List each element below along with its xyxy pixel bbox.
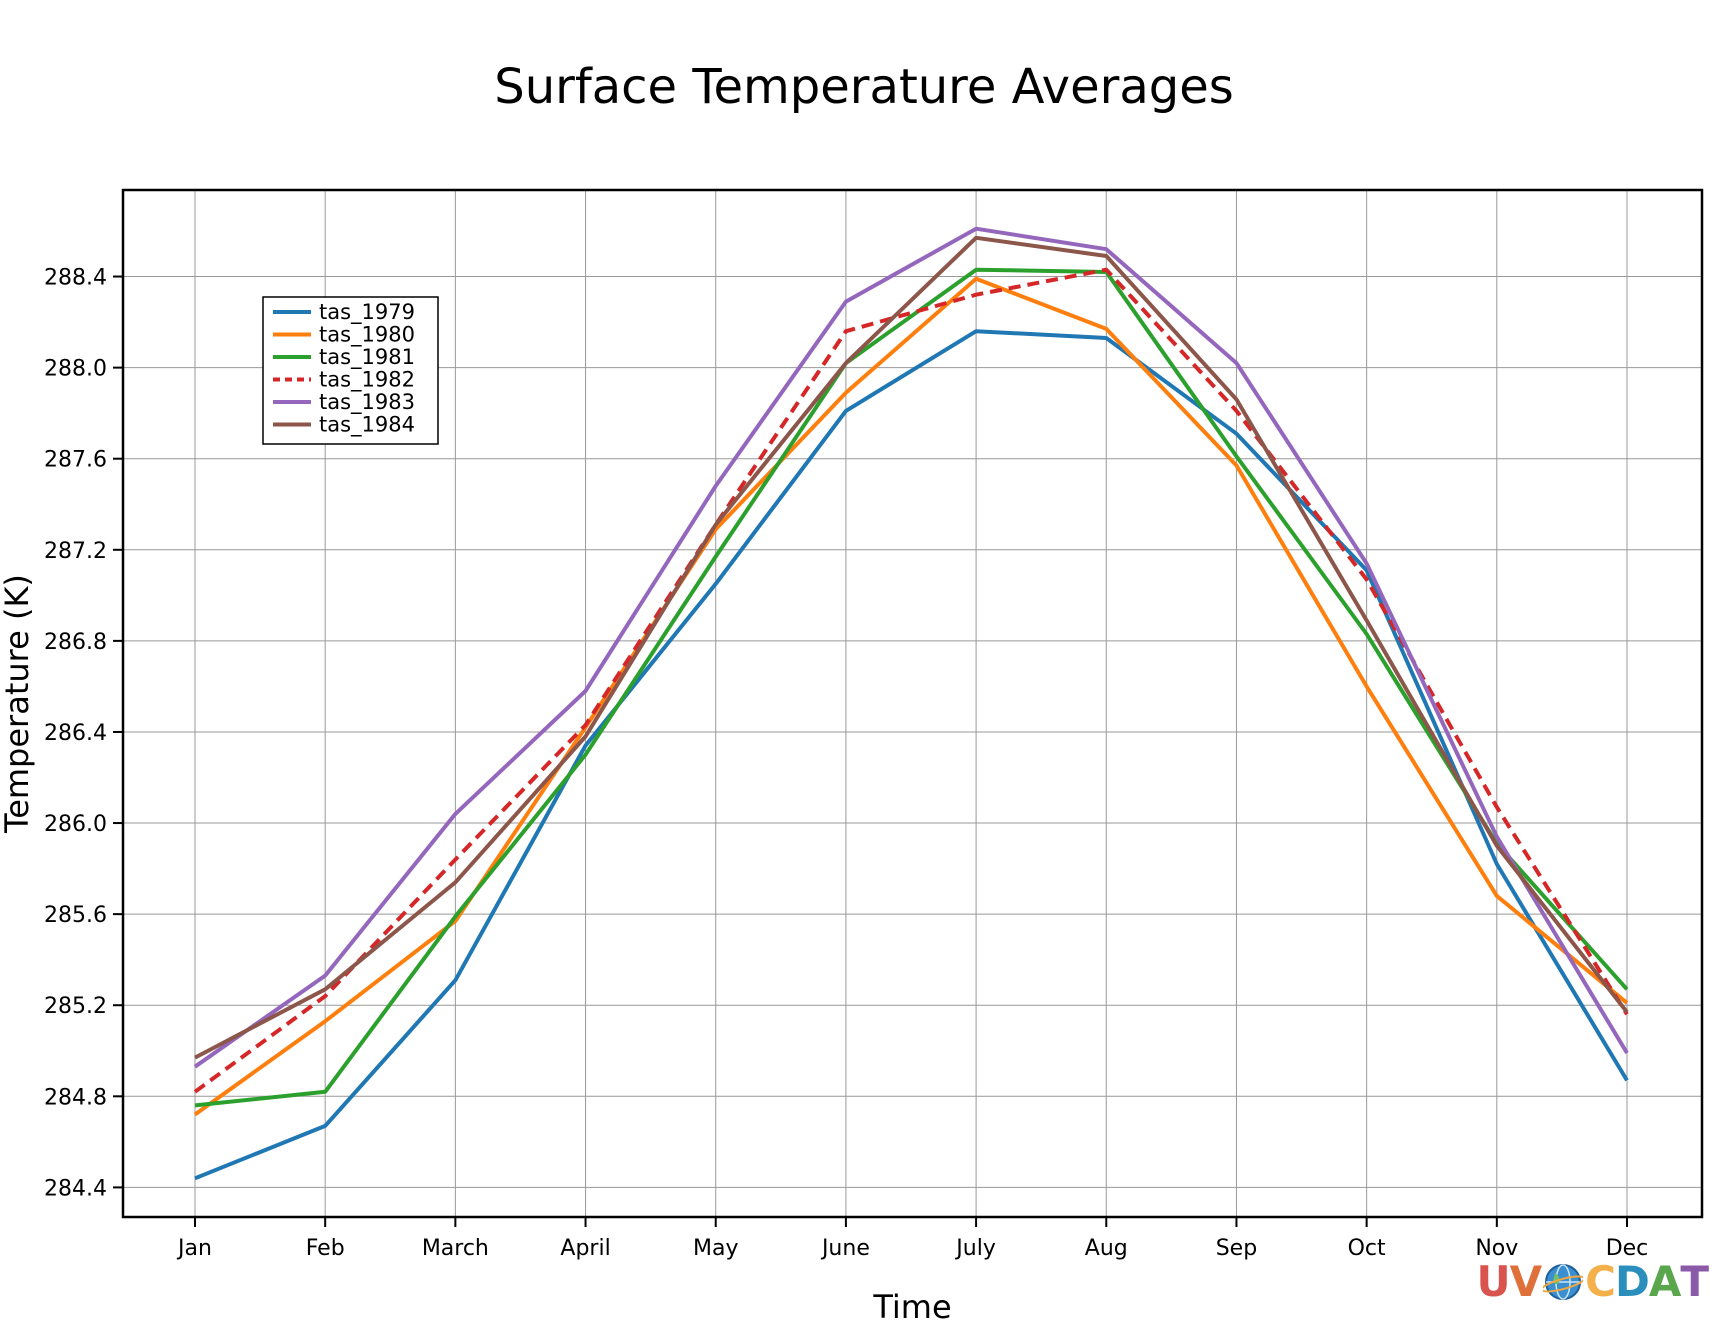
chart-title: Surface Temperature Averages [494,59,1234,115]
axes: Jan Feb March April May June July Aug Sep Oct Nov D… [44,266,1648,1261]
logo-letter: U [1476,1257,1511,1306]
y-tick-label: 286.0 [44,812,107,837]
y-tick-label: 284.8 [44,1085,107,1110]
logo-letter: A [1648,1257,1682,1306]
x-tick-label: Nov [1475,1236,1518,1261]
legend-label: tas_1981 [319,345,415,370]
x-tick-label: Aug [1085,1236,1128,1261]
x-axis-label: Time [872,1288,951,1326]
legend-label: tas_1980 [319,323,415,348]
x-tick-label: Oct [1348,1236,1386,1261]
x-tick-label: Sep [1216,1236,1257,1261]
logo-letter: V [1509,1257,1543,1306]
y-tick-label: 284.4 [44,1176,107,1201]
x-tick-label: Jan [176,1236,212,1261]
x-tick-label: Feb [306,1236,345,1261]
logo-letter: D [1614,1257,1650,1306]
y-tick-label: 287.2 [44,539,107,564]
legend-label: tas_1979 [319,300,415,325]
y-tick-label: 285.6 [44,903,107,928]
y-tick-label: 286.8 [44,630,107,655]
series-line-tas_1981 [194,267,1629,1108]
x-tick-label: May [693,1236,738,1261]
y-tick-label: 286.4 [44,721,107,746]
legend-label: tas_1984 [319,413,415,438]
y-axis-label: Temperature (K) [0,574,36,834]
y-tick-label: 288.4 [44,266,107,291]
uvcdat-logo: UV CDAT [1477,1257,1709,1312]
globe-icon [1540,1262,1586,1312]
series-lines [193,226,1629,1181]
x-tick-label: June [820,1236,870,1261]
legend-label: tas_1983 [319,390,415,415]
series-line-tas_1984 [194,235,1629,1060]
plot-area [121,188,1704,1219]
series-line-tas_1980 [193,276,1629,1117]
x-tick-label: April [560,1236,610,1261]
legend-label: tas_1982 [319,368,415,393]
y-tick-label: 285.2 [44,994,107,1019]
y-tick-label: 288.0 [44,357,107,382]
logo-letter: C [1585,1257,1616,1306]
x-tick-label: July [954,1236,996,1261]
y-tick-label: 287.6 [44,448,107,473]
legend-box [262,296,439,445]
x-tick-label: Dec [1606,1236,1649,1261]
series-line-tas_1983 [193,226,1629,1069]
x-tick-label: March [422,1236,489,1261]
series-line-tas_1979 [194,329,1629,1181]
legend: tas_1979tas_1980tas_1981tas_1982tas_1983… [262,296,439,445]
logo-letter: T [1680,1257,1709,1306]
